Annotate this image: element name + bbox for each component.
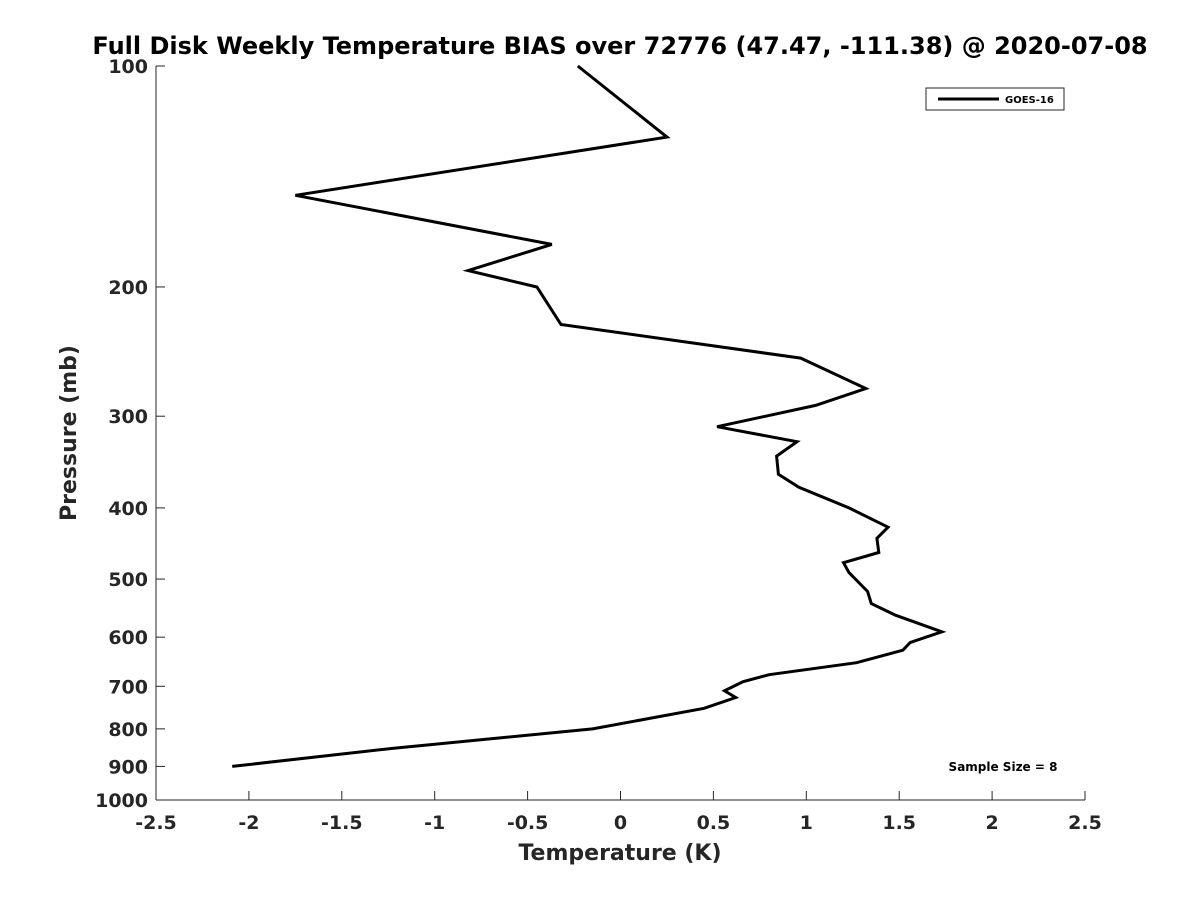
y-axis-ticks: 100 200 300 400 500 600 700 800 900 1000 [95, 56, 165, 812]
x-tick-label: 2.5 [1068, 812, 1102, 834]
y-tick-label: 900 [108, 756, 148, 778]
y-tick-label: 300 [108, 406, 148, 428]
x-axis-ticks: -2.5 -2 -1.5 -1 -0.5 0 0.5 1 1.5 2 2.5 [135, 791, 1102, 834]
y-tick-label: 400 [108, 498, 148, 520]
y-tick-label: 800 [108, 719, 148, 741]
y-tick-label: 600 [108, 627, 148, 649]
legend-label-goes-16: GOES-16 [1005, 95, 1054, 106]
series-line-goes-16 [232, 64, 947, 768]
chart-title: Full Disk Weekly Temperature BIAS over 7… [92, 32, 1147, 60]
y-tick-label: 1000 [95, 790, 148, 812]
plot-area: -2.5 -2 -1.5 -1 -0.5 0 0.5 1 1.5 2 2.5 100 200 300 40… [95, 56, 1102, 834]
y-tick-label: 200 [108, 277, 148, 299]
y-tick-label: 500 [108, 569, 148, 591]
x-tick-label: 0.5 [697, 812, 731, 834]
x-tick-label: -0.5 [507, 812, 549, 834]
series-group [232, 64, 947, 768]
y-tick-label: 100 [108, 56, 148, 78]
legend: GOES-16 [925, 87, 1065, 111]
x-tick-label: 1.5 [882, 812, 916, 834]
y-axis-label: Pressure (mb) [57, 345, 82, 521]
x-tick-label: 2 [985, 812, 998, 834]
x-tick-label: 1 [800, 812, 813, 834]
y-tick-label: 700 [108, 676, 148, 698]
x-tick-label: -2 [238, 812, 259, 834]
x-tick-label: -1 [424, 812, 445, 834]
x-tick-label: -1.5 [321, 812, 363, 834]
sample-size-annotation: Sample Size = 8 [949, 760, 1058, 774]
x-tick-label: -2.5 [135, 812, 177, 834]
x-tick-label: 0 [614, 812, 627, 834]
x-axis-label: Temperature (K) [518, 841, 721, 866]
